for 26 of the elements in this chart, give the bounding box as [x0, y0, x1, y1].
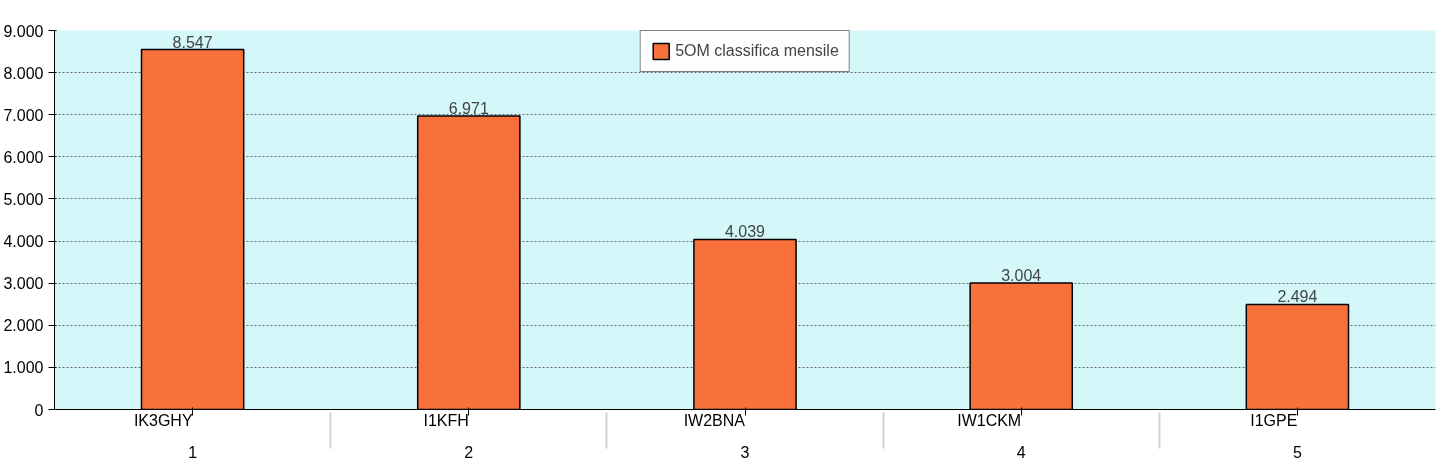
y-tick-label: 0 — [34, 401, 44, 419]
y-tick-label: 5.000 — [3, 190, 44, 208]
y-tick-label: 2.000 — [3, 317, 44, 335]
y-tick-label: 1.000 — [3, 359, 44, 377]
x-tick-label: IK3GHY — [133, 412, 193, 429]
y-tick-label: 8.000 — [3, 64, 44, 82]
text: 4 — [1016, 443, 1026, 461]
y-tick-label: 9.000 — [3, 22, 44, 40]
y-tick-label: 3.000 — [3, 275, 44, 293]
x-tick-label: I1KFH — [423, 412, 469, 429]
text: 8.547 — [172, 33, 213, 51]
y-tick-label: 7.000 — [3, 106, 44, 124]
text: 6.971 — [448, 99, 489, 117]
y-tick-label: 6.000 — [3, 148, 44, 166]
text: 2.494 — [1277, 288, 1318, 306]
y-tick-label: 4.000 — [3, 233, 44, 251]
x-tick-label: IW1CKM — [957, 412, 1022, 429]
text: 4.039 — [724, 223, 766, 241]
text: 2 — [464, 443, 474, 461]
x-tick-label: I1GPE — [1250, 412, 1298, 429]
text: 1 — [188, 443, 198, 461]
legend-label: 5OM classifica mensile — [675, 42, 839, 60]
text: 3 — [740, 443, 750, 461]
text: 3.004 — [1001, 267, 1042, 284]
text: 5 — [1292, 443, 1302, 461]
x-tick-label: IW2BNA — [683, 412, 746, 429]
